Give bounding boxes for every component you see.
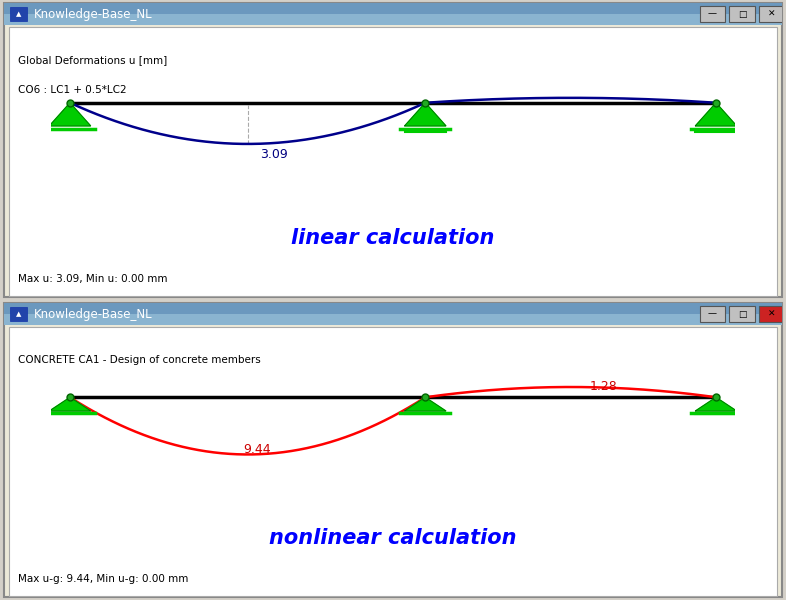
FancyBboxPatch shape (4, 314, 782, 325)
Polygon shape (50, 397, 90, 411)
FancyBboxPatch shape (10, 7, 28, 22)
Text: nonlinear calculation: nonlinear calculation (270, 528, 516, 548)
Text: CONCRETE CA1 - Design of concrete members: CONCRETE CA1 - Design of concrete member… (18, 355, 261, 365)
FancyBboxPatch shape (4, 303, 782, 597)
FancyBboxPatch shape (4, 3, 782, 297)
Text: Max u-g: 9.44, Min u-g: 0.00 mm: Max u-g: 9.44, Min u-g: 0.00 mm (18, 574, 189, 584)
Text: 9.44: 9.44 (243, 443, 270, 457)
Text: ✕: ✕ (768, 10, 775, 19)
FancyBboxPatch shape (4, 3, 782, 25)
FancyBboxPatch shape (729, 6, 755, 22)
Polygon shape (696, 103, 736, 126)
Polygon shape (405, 397, 446, 411)
Text: 3.09: 3.09 (261, 148, 288, 161)
FancyBboxPatch shape (4, 14, 782, 25)
FancyBboxPatch shape (700, 6, 725, 22)
Polygon shape (696, 397, 736, 411)
Text: Knowledge-Base_NL: Knowledge-Base_NL (34, 8, 152, 20)
FancyBboxPatch shape (9, 26, 777, 296)
FancyBboxPatch shape (10, 307, 28, 322)
Text: Global Deformations u [mm]: Global Deformations u [mm] (18, 55, 167, 65)
Text: Max u: 3.09, Min u: 0.00 mm: Max u: 3.09, Min u: 0.00 mm (18, 274, 167, 284)
Text: linear calculation: linear calculation (292, 228, 494, 248)
Text: ▲: ▲ (16, 11, 21, 17)
FancyBboxPatch shape (9, 326, 777, 596)
Text: Knowledge-Base_NL: Knowledge-Base_NL (34, 308, 152, 320)
FancyBboxPatch shape (729, 306, 755, 322)
Text: —: — (708, 10, 717, 19)
FancyBboxPatch shape (758, 6, 784, 22)
Text: —: — (708, 310, 717, 319)
Text: 1.28: 1.28 (590, 380, 618, 393)
Polygon shape (50, 103, 90, 126)
Text: □: □ (738, 10, 746, 19)
Text: ▲: ▲ (16, 311, 21, 317)
FancyBboxPatch shape (758, 306, 784, 322)
Polygon shape (405, 103, 446, 126)
FancyBboxPatch shape (4, 303, 782, 325)
FancyBboxPatch shape (700, 306, 725, 322)
Text: ✕: ✕ (768, 310, 775, 319)
Text: □: □ (738, 310, 746, 319)
Text: CO6 : LC1 + 0.5*LC2: CO6 : LC1 + 0.5*LC2 (18, 85, 127, 95)
